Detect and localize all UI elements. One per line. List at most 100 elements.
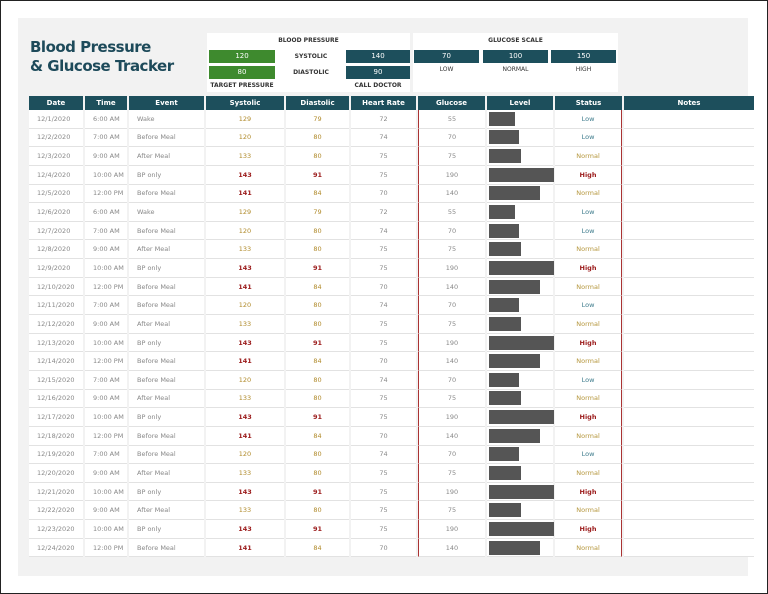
time-cell[interactable]: 12:00 PM xyxy=(85,277,127,297)
heart-rate-cell[interactable]: 74 xyxy=(351,370,416,390)
event-cell[interactable]: BP only xyxy=(129,259,204,278)
heart-rate-cell[interactable]: 72 xyxy=(351,110,416,129)
date-cell[interactable]: 12/19/2020 xyxy=(29,445,83,465)
event-cell[interactable]: Before Meal xyxy=(129,426,204,446)
date-cell[interactable]: 12/11/2020 xyxy=(29,296,83,316)
systolic-cell[interactable]: 129 xyxy=(206,203,284,222)
event-cell[interactable]: Before Meal xyxy=(129,296,204,316)
glucose-cell[interactable]: 75 xyxy=(418,389,485,409)
time-cell[interactable]: 10:00 AM xyxy=(85,408,127,427)
notes-cell[interactable] xyxy=(624,501,754,521)
diastolic-cell[interactable]: 80 xyxy=(286,389,349,409)
event-cell[interactable]: After Meal xyxy=(129,315,204,334)
systolic-cell[interactable]: 141 xyxy=(206,277,284,297)
time-cell[interactable]: 9:00 AM xyxy=(85,240,127,260)
time-cell[interactable]: 9:00 AM xyxy=(85,315,127,334)
date-cell[interactable]: 12/2/2020 xyxy=(29,128,83,148)
systolic-cell[interactable]: 143 xyxy=(206,482,284,502)
heart-rate-cell[interactable]: 74 xyxy=(351,445,416,465)
status-cell[interactable]: Normal xyxy=(555,147,622,166)
time-cell[interactable]: 6:00 AM xyxy=(85,203,127,222)
column-header-diastolic[interactable]: Diastolic xyxy=(286,96,349,110)
date-cell[interactable]: 12/8/2020 xyxy=(29,240,83,260)
heart-rate-cell[interactable]: 75 xyxy=(351,259,416,278)
status-cell[interactable]: Normal xyxy=(555,240,622,260)
date-cell[interactable]: 12/4/2020 xyxy=(29,165,83,185)
notes-cell[interactable] xyxy=(624,165,754,185)
systolic-cell[interactable]: 120 xyxy=(206,370,284,390)
systolic-cell[interactable]: 129 xyxy=(206,110,284,129)
notes-cell[interactable] xyxy=(624,520,754,539)
date-cell[interactable]: 12/20/2020 xyxy=(29,464,83,483)
notes-cell[interactable] xyxy=(624,110,754,129)
date-cell[interactable]: 12/1/2020 xyxy=(29,110,83,129)
notes-cell[interactable] xyxy=(624,464,754,483)
column-header-glucose[interactable]: Glucose xyxy=(418,96,485,110)
date-cell[interactable]: 12/13/2020 xyxy=(29,333,83,353)
glucose-cell[interactable]: 55 xyxy=(418,110,485,129)
glucose-cell[interactable]: 75 xyxy=(418,464,485,483)
diastolic-cell[interactable]: 80 xyxy=(286,370,349,390)
systolic-cell[interactable]: 133 xyxy=(206,501,284,521)
notes-cell[interactable] xyxy=(624,221,754,241)
diastolic-cell[interactable]: 80 xyxy=(286,128,349,148)
heart-rate-cell[interactable]: 75 xyxy=(351,147,416,166)
notes-cell[interactable] xyxy=(624,184,754,204)
glucose-cell[interactable]: 190 xyxy=(418,259,485,278)
time-cell[interactable]: 12:00 PM xyxy=(85,426,127,446)
date-cell[interactable]: 12/6/2020 xyxy=(29,203,83,222)
glucose-cell[interactable]: 75 xyxy=(418,501,485,521)
event-cell[interactable]: After Meal xyxy=(129,389,204,409)
systolic-cell[interactable]: 133 xyxy=(206,147,284,166)
diastolic-cell[interactable]: 84 xyxy=(286,277,349,297)
time-cell[interactable]: 7:00 AM xyxy=(85,128,127,148)
notes-cell[interactable] xyxy=(624,445,754,465)
diastolic-cell[interactable]: 80 xyxy=(286,464,349,483)
column-header-systolic[interactable]: Systolic xyxy=(206,96,284,110)
event-cell[interactable]: Before Meal xyxy=(129,370,204,390)
date-cell[interactable]: 12/18/2020 xyxy=(29,426,83,446)
target-diastolic[interactable]: 80 xyxy=(209,66,275,79)
time-cell[interactable]: 7:00 AM xyxy=(85,296,127,316)
column-header-event[interactable]: Event xyxy=(129,96,204,110)
notes-cell[interactable] xyxy=(624,277,754,297)
event-cell[interactable]: Before Meal xyxy=(129,221,204,241)
glucose-cell[interactable]: 140 xyxy=(418,538,485,558)
diastolic-cell[interactable]: 84 xyxy=(286,352,349,371)
event-cell[interactable]: Before Meal xyxy=(129,445,204,465)
event-cell[interactable]: Before Meal xyxy=(129,352,204,371)
glucose-cell[interactable]: 190 xyxy=(418,333,485,353)
heart-rate-cell[interactable]: 75 xyxy=(351,501,416,521)
systolic-cell[interactable]: 143 xyxy=(206,520,284,539)
status-cell[interactable]: Low xyxy=(555,370,622,390)
glucose-cell[interactable]: 70 xyxy=(418,370,485,390)
systolic-cell[interactable]: 141 xyxy=(206,538,284,558)
notes-cell[interactable] xyxy=(624,203,754,222)
time-cell[interactable]: 10:00 AM xyxy=(85,259,127,278)
systolic-cell[interactable]: 133 xyxy=(206,240,284,260)
time-cell[interactable]: 9:00 AM xyxy=(85,147,127,166)
diastolic-cell[interactable]: 80 xyxy=(286,147,349,166)
heart-rate-cell[interactable]: 75 xyxy=(351,464,416,483)
heart-rate-cell[interactable]: 75 xyxy=(351,333,416,353)
status-cell[interactable]: Normal xyxy=(555,501,622,521)
notes-cell[interactable] xyxy=(624,408,754,427)
status-cell[interactable]: High xyxy=(555,408,622,427)
date-cell[interactable]: 12/24/2020 xyxy=(29,538,83,558)
heart-rate-cell[interactable]: 70 xyxy=(351,352,416,371)
call-doctor-diastolic[interactable]: 90 xyxy=(346,66,410,79)
status-cell[interactable]: High xyxy=(555,165,622,185)
diastolic-cell[interactable]: 80 xyxy=(286,315,349,334)
systolic-cell[interactable]: 141 xyxy=(206,184,284,204)
notes-cell[interactable] xyxy=(624,128,754,148)
time-cell[interactable]: 6:00 AM xyxy=(85,110,127,129)
heart-rate-cell[interactable]: 74 xyxy=(351,128,416,148)
time-cell[interactable]: 7:00 AM xyxy=(85,445,127,465)
diastolic-cell[interactable]: 80 xyxy=(286,445,349,465)
column-header-time[interactable]: Time xyxy=(85,96,127,110)
column-header-level[interactable]: Level xyxy=(487,96,553,110)
systolic-cell[interactable]: 120 xyxy=(206,221,284,241)
time-cell[interactable]: 12:00 PM xyxy=(85,538,127,558)
systolic-cell[interactable]: 143 xyxy=(206,259,284,278)
glucose-cell[interactable]: 75 xyxy=(418,315,485,334)
